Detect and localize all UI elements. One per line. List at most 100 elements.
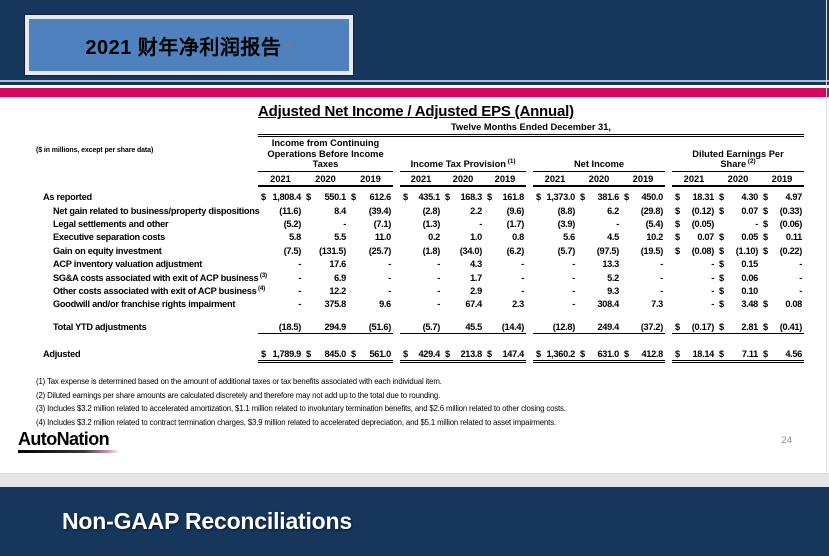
year-cell: 2021 <box>410 173 432 184</box>
value-cell: (6.2) <box>506 245 525 256</box>
row-label: Other costs associated with exit of ACP … <box>53 284 265 296</box>
value-cell: 8.4 <box>334 205 346 216</box>
accent-bar <box>0 88 829 97</box>
units-note: ($ in millions, except per share data) <box>36 147 154 154</box>
footer-title: Non-GAAP Reconciliations <box>62 508 352 534</box>
value-group: $1,789.9 $845.0 $561.0 <box>258 347 393 364</box>
value-cell: - <box>388 272 391 283</box>
table-row: Legal settlements and other (5.2) - (7.1) (1… <box>36 217 829 230</box>
row-label: Legal settlements and other <box>53 218 169 229</box>
footnote: (2) Diluted earnings per share amounts a… <box>36 390 441 400</box>
value-cell: $1,360.2 <box>536 348 575 359</box>
table-row: ACP inventory valuation adjustment -17.6-… <box>36 257 829 270</box>
value-cell: $0.07 <box>675 232 714 243</box>
value-cell: $0.11 <box>763 232 802 243</box>
value-group: - 1.7 - <box>400 271 526 284</box>
header-band: 2021 财年净利润报告 ↵ <box>0 0 829 85</box>
value-group: - 12.2 - <box>258 284 393 297</box>
value-cell: (51.6) <box>368 321 392 332</box>
value-cell: (12.8) <box>552 321 576 332</box>
value-cell: $1,789.9 <box>261 348 301 359</box>
value-group: - 13.3 - <box>533 257 665 270</box>
value-cell: - <box>711 259 714 270</box>
year-cell: 2021 <box>544 173 566 184</box>
group-header: Diluted Earnings Per Share (2) <box>672 138 804 172</box>
row-label: SG&A costs associated with exit of ACP b… <box>53 271 267 283</box>
value-cell: $4.30 <box>719 192 758 203</box>
year-cell: 2020 <box>727 173 749 184</box>
value-cell: $168.3 <box>445 192 482 203</box>
value-cell: 294.9 <box>324 321 347 332</box>
value-cell: $429.4 <box>403 348 440 359</box>
value-cell: - <box>298 299 301 310</box>
value-group: $429.4 $213.8 $147.4 <box>400 347 526 364</box>
table-row: Goodwill and/or franchise rights impairm… <box>36 298 829 311</box>
value-cell: (1.3) <box>422 218 441 229</box>
years-group: 2021 2020 2019 <box>533 172 665 187</box>
value-cell: - <box>711 299 714 310</box>
table-row: Net gain related to business/property di… <box>36 204 829 217</box>
row-label: Goodwill and/or franchise rights impairm… <box>53 299 236 310</box>
value-cell: $18.14 <box>675 348 714 359</box>
value-group: $ (0.17) $2.81 $ (0.41) <box>672 320 804 335</box>
value-cell: 6.2 <box>607 205 619 216</box>
value-cell: (37.2) <box>640 321 664 332</box>
value-cell: $ (0.33) <box>763 205 802 216</box>
page-number: 24 <box>781 435 792 446</box>
value-cell: $0.10 <box>719 285 758 296</box>
value-group: $0.07 $0.05 $0.11 <box>672 231 804 244</box>
period-header: Twelve Months Ended December 31, <box>451 122 611 132</box>
value-cell: $412.8 <box>624 348 663 359</box>
value-cell: - <box>388 259 391 270</box>
year-cell: 2021 <box>683 173 705 184</box>
row-label: Total YTD adjustments <box>53 322 147 333</box>
value-group: (3.9) - (5.4) <box>533 217 665 230</box>
table-title: Adjusted Net Income / Adjusted EPS (Annu… <box>258 103 574 120</box>
row-label: As reported <box>43 192 92 203</box>
value-cell: - <box>572 299 575 310</box>
value-cell: $435.1 <box>403 192 440 203</box>
years-group: 2021 2020 2019 <box>258 172 393 187</box>
value-group: - $0.10- <box>672 284 804 297</box>
value-cell: (9.6) <box>506 205 525 216</box>
group-headers-row: ($ in millions, except per share data) I… <box>36 138 829 172</box>
value-cell: 11.0 <box>374 232 391 243</box>
value-cell: - <box>660 259 663 270</box>
value-cell: (131.5) <box>318 245 346 256</box>
value-cell: - <box>479 218 482 229</box>
value-cell: $381.6 <box>580 192 619 203</box>
value-cell: (5.7) <box>422 321 441 332</box>
table-rows: As reported $1,808.4 $550.1 $612.6 $435.1 $16… <box>36 191 829 364</box>
value-cell: $ (0.08) <box>675 245 714 256</box>
table-row: Gain on equity investment (7.5) (131.5) (25… <box>36 244 829 257</box>
value-group: $ (0.08) $ (1.10) $ (0.22) <box>672 244 804 257</box>
group-header: Net Income <box>533 138 665 172</box>
value-cell: - <box>298 285 301 296</box>
value-cell: - <box>660 285 663 296</box>
value-cell: $ (0.12) <box>675 205 714 216</box>
years-group: 2021 2020 2019 <box>672 172 804 187</box>
value-group: - 5.2 - <box>533 271 665 284</box>
value-cell: 308.4 <box>597 299 620 310</box>
year-cell: 2020 <box>588 173 610 184</box>
value-cell: 7.3 <box>651 299 663 310</box>
value-cell: - <box>521 272 524 283</box>
year-cell: 2021 <box>270 173 291 184</box>
value-group: $18.31 $4.30 $4.97 <box>672 191 804 204</box>
value-group: - $0.06- <box>672 271 804 284</box>
double-rule-row <box>36 134 829 137</box>
value-group: 0.2 1.0 0.8 <box>400 231 526 244</box>
value-cell: 2.9 <box>470 285 482 296</box>
value-cell: 0.8 <box>512 232 524 243</box>
value-group: 5.8 5.5 11.0 <box>258 231 393 244</box>
value-group: - 67.4 2.3 <box>400 298 526 311</box>
value-cell: - <box>343 218 346 229</box>
value-group: $ (0.12) $0.07 $ (0.33) <box>672 204 804 217</box>
value-cell: - <box>755 218 758 229</box>
value-group: (5.7) 45.5 (14.4) <box>400 320 526 335</box>
autonation-logo: AutoNation <box>18 429 120 453</box>
value-cell: (7.5) <box>283 245 302 256</box>
value-cell: $631.0 <box>580 348 619 359</box>
value-group: (8.8) 6.2 (29.8) <box>533 204 665 217</box>
value-cell: $ (0.17) <box>675 321 714 332</box>
